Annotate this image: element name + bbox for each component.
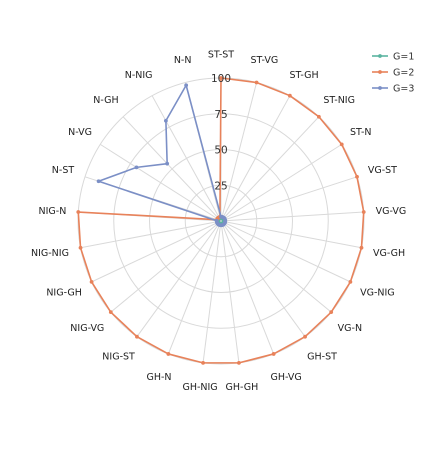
grid-spoke-6 bbox=[220, 176, 358, 222]
series-point-g2-8 bbox=[359, 245, 364, 250]
grid-spoke-2 bbox=[220, 82, 258, 222]
series-point-g2-16 bbox=[135, 334, 139, 339]
grid-spoke-4 bbox=[220, 116, 320, 222]
category-label-vg-st: VG-ST bbox=[368, 165, 397, 176]
series-point-g2-12 bbox=[271, 352, 276, 356]
series-point-g3-22 bbox=[134, 165, 139, 170]
grid-spoke-3 bbox=[220, 95, 291, 222]
category-label-n-n: N-N bbox=[174, 55, 192, 66]
category-label-vg-n: VG-N bbox=[338, 323, 362, 334]
series-point-g2-7 bbox=[361, 210, 366, 214]
legend-label-g2: G=2 bbox=[393, 68, 414, 79]
series-point-g2-10 bbox=[329, 310, 334, 315]
series-point-g2-19 bbox=[78, 245, 83, 250]
category-label-n-nig: N-NIG bbox=[125, 70, 153, 81]
series-point-g3-21 bbox=[96, 179, 101, 184]
grid-spoke-18 bbox=[91, 220, 222, 283]
grid-spoke-16 bbox=[136, 220, 222, 337]
category-label-st-gh: ST-GH bbox=[289, 70, 318, 81]
category-label-nig-n: NIG-N bbox=[39, 206, 67, 217]
grid-spoke-11 bbox=[220, 220, 306, 337]
legend-marker-g1 bbox=[378, 54, 382, 58]
series-point-g2-1 bbox=[219, 76, 223, 80]
category-label-n-gh: N-GH bbox=[93, 95, 118, 106]
series-point-g3-20 bbox=[214, 218, 219, 223]
radial-tick-label-3: 75 bbox=[214, 109, 227, 121]
series-point-g3-25 bbox=[184, 83, 189, 88]
series-point-g2-14 bbox=[201, 360, 205, 365]
radial-tick-label-2: 50 bbox=[214, 145, 227, 157]
grid-spoke-22 bbox=[99, 143, 222, 222]
grid-spoke-19 bbox=[80, 220, 222, 249]
series-point-g2-17 bbox=[108, 310, 113, 315]
legend-label-g1: G=1 bbox=[393, 52, 414, 63]
category-label-gh-n: GH-N bbox=[146, 372, 171, 383]
grid-spoke-14 bbox=[202, 220, 222, 363]
series-point-g2-13 bbox=[237, 360, 241, 365]
category-label-gh-st: GH-ST bbox=[307, 352, 337, 363]
grid-spoke-5 bbox=[220, 143, 343, 222]
series-point-g2-3 bbox=[287, 93, 292, 98]
grid-spoke-24 bbox=[151, 95, 222, 222]
category-label-n-vg: N-VG bbox=[68, 127, 92, 138]
grid-spoke-8 bbox=[220, 220, 362, 249]
grid-spoke-23 bbox=[122, 116, 222, 222]
legend-marker-g2 bbox=[378, 70, 382, 74]
series-point-g3-23 bbox=[165, 161, 170, 166]
series-point-g2-5 bbox=[339, 142, 344, 147]
category-label-n-st: N-ST bbox=[52, 165, 75, 176]
series-point-g2-2 bbox=[254, 80, 259, 85]
category-label-nig-vg: NIG-VG bbox=[70, 323, 104, 334]
grid-spoke-10 bbox=[220, 220, 332, 313]
grid-spoke-7 bbox=[220, 211, 364, 222]
grid-spoke-12 bbox=[220, 220, 275, 355]
series-point-g2-20 bbox=[76, 210, 81, 214]
category-label-vg-nig: VG-NIG bbox=[360, 288, 395, 299]
series-point-g2-15 bbox=[166, 352, 171, 356]
radial-tick-label-4: 100 bbox=[211, 73, 231, 85]
category-label-st-st: ST-ST bbox=[208, 50, 234, 61]
grid-spoke-9 bbox=[220, 220, 351, 283]
category-label-vg-vg: VG-VG bbox=[376, 206, 407, 217]
series-point-g2-11 bbox=[303, 334, 307, 339]
category-label-st-nig: ST-NIG bbox=[323, 95, 355, 106]
category-label-gh-nig: GH-NIG bbox=[182, 382, 217, 393]
category-label-gh-gh: GH-GH bbox=[226, 382, 259, 393]
category-label-vg-gh: VG-GH bbox=[373, 248, 405, 259]
legend-label-g3: G=3 bbox=[393, 84, 414, 95]
series-point-g2-9 bbox=[348, 279, 353, 284]
series-point-g2-4 bbox=[316, 114, 321, 119]
grid-spoke-13 bbox=[220, 220, 240, 363]
grid-spoke-15 bbox=[167, 220, 222, 355]
series-point-g2-6 bbox=[355, 174, 359, 179]
category-label-nig-gh: NIG-GH bbox=[46, 288, 82, 299]
series-point-g2-18 bbox=[89, 279, 94, 284]
category-label-st-n: ST-N bbox=[350, 127, 372, 138]
category-label-nig-nig: NIG-NIG bbox=[31, 248, 69, 259]
category-label-gh-vg: GH-VG bbox=[270, 372, 301, 383]
legend-marker-g3 bbox=[378, 86, 382, 90]
category-label-st-vg: ST-VG bbox=[251, 55, 279, 66]
series-point-g3-24 bbox=[163, 118, 168, 123]
radial-tick-label-1: 25 bbox=[214, 180, 227, 192]
grid-spoke-17 bbox=[110, 220, 222, 313]
category-label-nig-st: NIG-ST bbox=[102, 352, 135, 363]
